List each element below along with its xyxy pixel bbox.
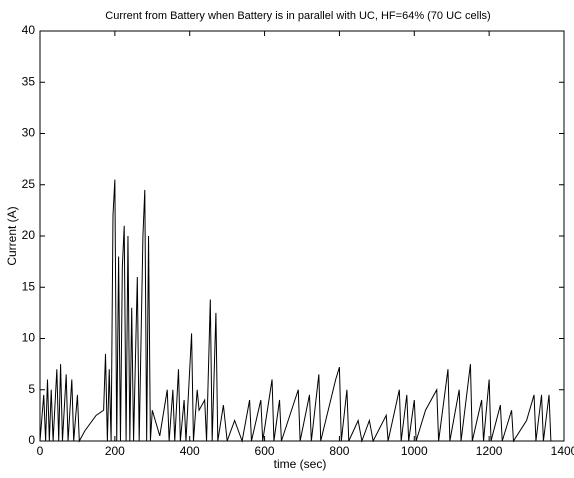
chart-title: Current from Battery when Battery is in … xyxy=(105,10,490,22)
y-tick-label: 35 xyxy=(22,74,36,88)
x-tick-label: 600 xyxy=(255,444,275,458)
y-tick-label: 30 xyxy=(22,126,36,140)
x-tick-label: 400 xyxy=(180,444,200,458)
y-axis-label: Current (A) xyxy=(5,206,19,265)
y-tick-label: 0 xyxy=(28,433,35,447)
x-tick-label: 1000 xyxy=(401,444,428,458)
x-tick-label: 200 xyxy=(105,444,125,458)
x-tick-label: 800 xyxy=(329,444,349,458)
y-tick-label: 40 xyxy=(22,23,36,37)
x-axis-label: time (sec) xyxy=(274,457,327,471)
x-tick-label: 0 xyxy=(37,444,44,458)
x-tick-label: 1200 xyxy=(476,444,503,458)
y-tick-label: 15 xyxy=(22,279,36,293)
y-tick-label: 10 xyxy=(22,331,36,345)
y-tick-label: 20 xyxy=(22,228,36,242)
data-line xyxy=(39,179,552,443)
y-tick-label: 5 xyxy=(28,382,35,396)
y-tick-label: 25 xyxy=(22,177,36,191)
x-tick-label: 1400 xyxy=(551,444,574,458)
